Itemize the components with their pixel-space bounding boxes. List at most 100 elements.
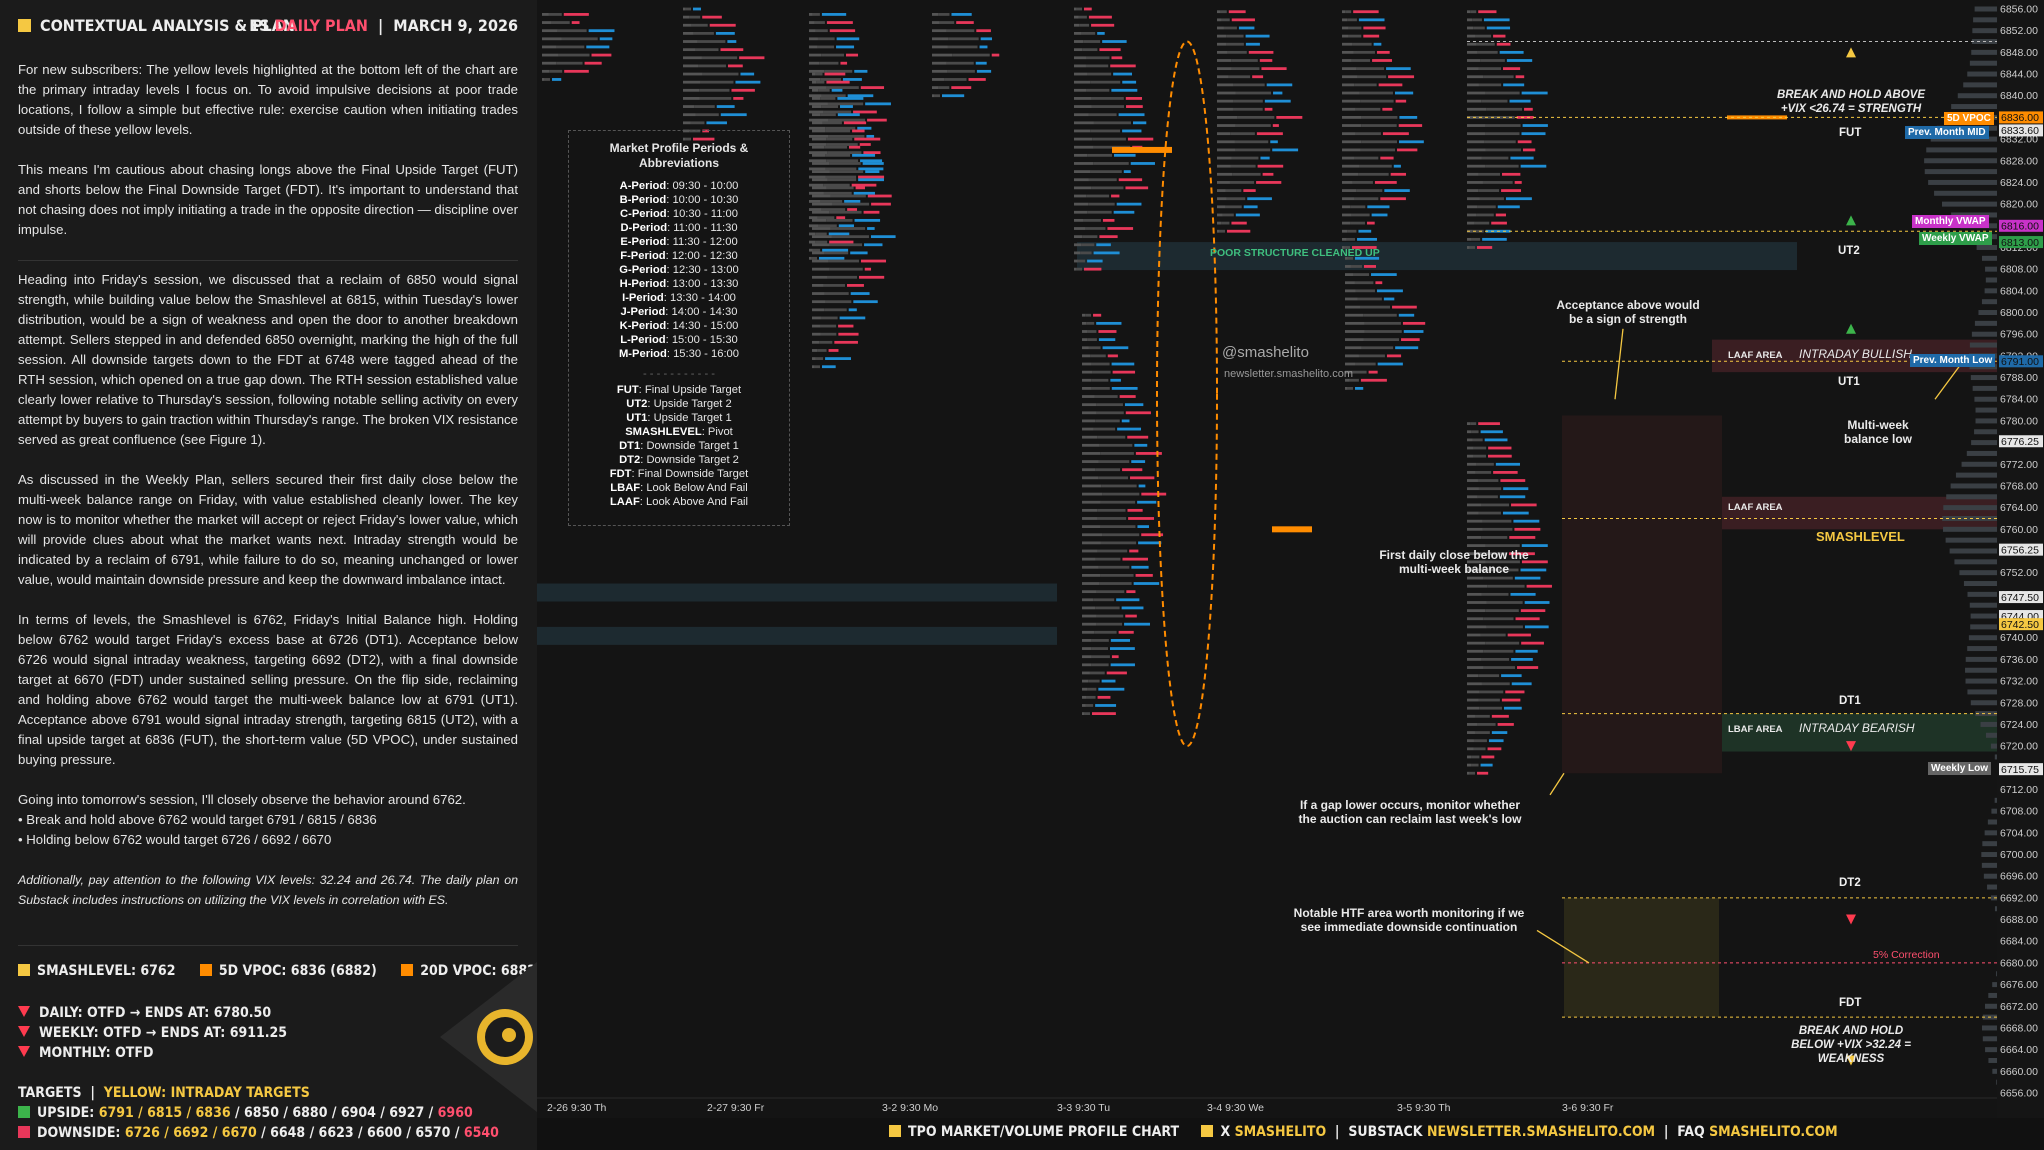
tpo-letters xyxy=(1342,221,1351,225)
faq-link[interactable]: SMASHELITO.COM xyxy=(1709,1124,1838,1140)
ut2-label: UT2 xyxy=(1838,245,1860,257)
tpo-profile xyxy=(1477,479,1499,482)
tpo-profile xyxy=(819,61,839,65)
tpo-letters xyxy=(812,121,823,125)
volume-bar xyxy=(968,78,986,81)
tpo-profile xyxy=(1361,116,1398,119)
tpo-letters xyxy=(1074,251,1081,255)
volume-bar xyxy=(1522,148,1536,152)
tpo-letters xyxy=(1082,321,1087,325)
tpo-profile xyxy=(1091,647,1109,650)
legend-20d-vpoc: 20D VPOC: 6882 xyxy=(401,963,536,979)
tpo-profile xyxy=(1353,273,1370,276)
down-arrow-icon xyxy=(1846,914,1856,925)
volume-bar xyxy=(1382,132,1409,136)
tpo-letters xyxy=(1082,565,1099,569)
tpo-profile xyxy=(830,227,866,230)
tpo-profile xyxy=(831,202,870,206)
tpo-letters xyxy=(542,45,557,49)
tpo-profile xyxy=(952,53,990,57)
tpo-profile xyxy=(1092,370,1111,374)
tpo-profile xyxy=(815,29,828,33)
tpo-letters xyxy=(1467,430,1472,434)
watermark-site: newsletter.smashelito.com xyxy=(1224,368,1353,380)
volume-bar xyxy=(840,61,848,65)
volume-bar xyxy=(1113,210,1135,214)
volume-bar xyxy=(1110,647,1135,650)
tpo-profile xyxy=(1485,568,1519,572)
volume-bar xyxy=(1111,194,1120,198)
volume-bar xyxy=(1502,172,1521,176)
tpo-letters xyxy=(1467,99,1482,103)
tpo-letters xyxy=(1217,148,1236,152)
tpo-letters xyxy=(932,13,939,16)
volume-profile-bar xyxy=(1951,212,2022,218)
tpo-profile xyxy=(685,137,691,141)
volume-bar xyxy=(1243,189,1256,192)
tpo-profile xyxy=(818,224,837,228)
tpo-letters xyxy=(1074,121,1094,125)
tpo-letters xyxy=(1074,227,1086,230)
tpo-letters xyxy=(683,15,690,19)
tpo-letters xyxy=(1467,723,1478,726)
htf-band xyxy=(537,583,1057,602)
legend-smashlevel: SMASHLEVEL: 6762 xyxy=(18,963,175,979)
abbreviation-row: FUT: Final Upside Target xyxy=(616,384,742,396)
tpo-profile xyxy=(1102,492,1140,496)
yellow-square-icon xyxy=(18,19,31,32)
substack-link[interactable]: NEWSLETTER.SMASHELITO.COM xyxy=(1426,1124,1656,1140)
dt1-label: DT1 xyxy=(1839,695,1861,707)
tpo-letters xyxy=(1467,576,1484,580)
volume-bar xyxy=(706,121,727,125)
volume-bar xyxy=(831,88,843,92)
volume-bar xyxy=(1110,663,1135,667)
volume-bar xyxy=(702,15,722,19)
tpo-profile xyxy=(1351,59,1371,62)
volume-profile-bar xyxy=(1967,71,2022,77)
volume-profile-bar xyxy=(1946,494,2022,500)
volume-bar xyxy=(1102,346,1129,350)
tpo-letters xyxy=(683,121,691,125)
tpo-profile xyxy=(1363,338,1400,342)
chart-canvas[interactable]: 6856.00 6852.00 6848.00 6844.00 6840.00 6836.… xyxy=(537,0,2044,1118)
volume-bar xyxy=(1228,10,1246,14)
tpo-profile xyxy=(1470,10,1477,14)
volume-bar xyxy=(851,183,877,187)
panel-header: CONTEXTUAL ANALYSIS & PLAN ES DAILY PLAN… xyxy=(18,16,518,40)
tpo-profile xyxy=(820,316,838,320)
volume-bar xyxy=(1243,205,1258,209)
volume-bar xyxy=(1127,137,1154,141)
volume-profile-bar xyxy=(1965,678,2022,684)
tpo-profile xyxy=(1355,362,1376,366)
fdt-label: FDT xyxy=(1839,997,1862,1009)
tpo-profile xyxy=(1354,281,1374,285)
tpo-letters xyxy=(1074,64,1086,68)
tpo-letters xyxy=(1082,695,1087,699)
tpo-profile xyxy=(693,31,714,35)
tpo-letters xyxy=(1345,330,1365,333)
volume-bar xyxy=(693,7,701,11)
x-link[interactable]: SMASHELITO xyxy=(1234,1124,1327,1140)
tpo-profile xyxy=(1084,712,1090,715)
tpo-profile xyxy=(1092,137,1126,141)
tpo-profile xyxy=(1347,256,1353,260)
tpo-letters xyxy=(1342,164,1360,168)
y-tick-label: 6840.00 xyxy=(2000,90,2038,102)
tag-monthly-vwap: Monthly VWAP xyxy=(1912,215,1989,228)
tpo-letters xyxy=(1342,140,1362,144)
tpo-profile xyxy=(1482,527,1513,531)
volume-bar xyxy=(709,23,736,27)
tpo-chart[interactable]: 6856.00 6852.00 6848.00 6844.00 6840.00 6836.… xyxy=(537,0,2044,1118)
tpo-letters xyxy=(1467,487,1479,491)
volume-bar xyxy=(1135,452,1162,455)
tpo-profile xyxy=(1481,592,1509,596)
volume-profile-bar xyxy=(1943,526,2022,532)
volume-bar xyxy=(1270,140,1278,144)
tpo-profile xyxy=(1082,48,1098,52)
tpo-profile xyxy=(1360,148,1396,152)
volume-bar xyxy=(1402,321,1426,325)
down-arrow-icon xyxy=(1846,1055,1856,1066)
x-tick-label: 3-2 9:30 Mo xyxy=(882,1102,938,1114)
y-tick-label: 6760.00 xyxy=(2000,524,2038,536)
tpo-letters xyxy=(809,240,816,244)
